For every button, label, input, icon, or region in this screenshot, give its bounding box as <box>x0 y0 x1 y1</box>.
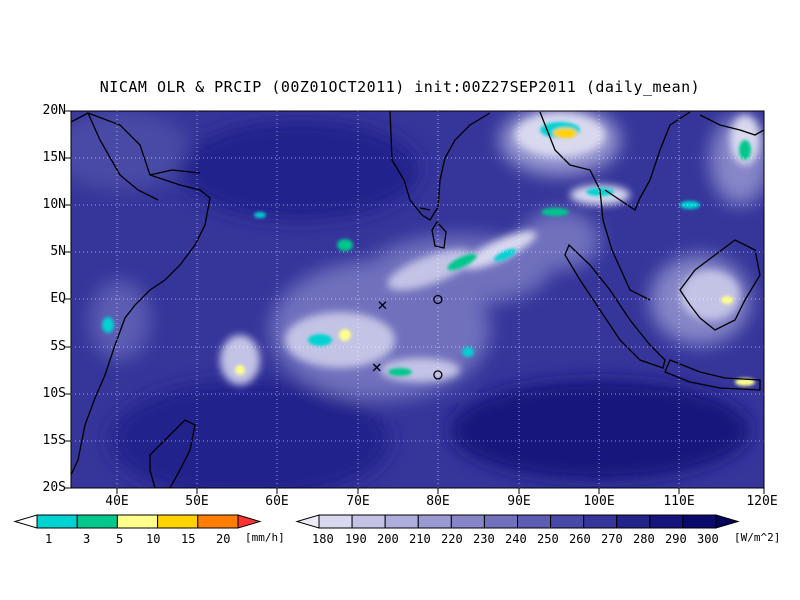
lat-label: 5N <box>50 244 66 259</box>
olr-tick-label: 280 <box>633 532 655 546</box>
colorbar-segment <box>649 514 684 529</box>
olr-tick-label: 260 <box>569 532 591 546</box>
precip-colorbar <box>13 514 262 529</box>
colorbar-segment <box>157 514 199 529</box>
circle-marker <box>433 370 443 380</box>
colorbar-segment <box>417 514 452 529</box>
olr-tick-label: 270 <box>601 532 623 546</box>
axis-ticks <box>65 110 765 494</box>
map-title: NICAM OLR & PRCIP (00Z01OCT2011) init:00… <box>99 78 701 96</box>
lon-label: 50E <box>185 494 209 509</box>
colorbar-segment <box>517 514 552 529</box>
colorbar-segment <box>583 514 618 529</box>
olr-unit: [W/m^2] <box>734 531 781 544</box>
precip-tick-label: 5 <box>116 532 124 546</box>
lon-label: 70E <box>346 494 370 509</box>
colorbar-min-arrow <box>295 514 320 529</box>
olr-colorbar <box>295 514 740 529</box>
lat-label: 15S <box>42 433 66 448</box>
colorbar-segment <box>682 514 717 529</box>
coastlines <box>71 111 764 488</box>
lon-label: 120E <box>746 494 778 509</box>
precip-unit: [mm/h] <box>245 531 285 544</box>
colorbar-segment <box>36 514 78 529</box>
colorbar-max-arrow <box>715 514 740 529</box>
lon-label: 90E <box>507 494 531 509</box>
lat-label: 10S <box>42 386 66 401</box>
colorbar-segment <box>384 514 419 529</box>
precip-tick-label: 15 <box>181 532 196 546</box>
colorbar-segment <box>197 514 239 529</box>
colorbar-segment <box>351 514 386 529</box>
precipitation <box>102 122 755 386</box>
lat-label: EQ <box>50 291 66 306</box>
lat-label: 10N <box>42 197 66 212</box>
graticule <box>71 111 764 488</box>
station-markers <box>372 294 443 380</box>
colorbar-segment <box>450 514 485 529</box>
olr-tick-label: 250 <box>537 532 559 546</box>
colorbar-segment <box>616 514 651 529</box>
colorbar-segment <box>550 514 585 529</box>
olr-tick-label: 220 <box>441 532 463 546</box>
olr-tick-label: 210 <box>409 532 431 546</box>
lon-label: 60E <box>265 494 289 509</box>
colorbar-min-arrow <box>13 514 38 529</box>
lat-label: 20N <box>42 103 66 118</box>
colorbar-segment <box>76 514 118 529</box>
colorbar-segment <box>318 514 353 529</box>
lat-label: 5S <box>50 339 66 354</box>
lon-label: 80E <box>426 494 450 509</box>
colorbar-segment <box>116 514 159 529</box>
lon-label: 40E <box>105 494 129 509</box>
circle-marker <box>433 294 443 305</box>
lon-label: 110E <box>663 494 695 509</box>
map-panel <box>71 111 764 488</box>
olr-tick-label: 300 <box>697 532 719 546</box>
lat-label: 20S <box>42 480 66 495</box>
olr-tick-label: 290 <box>665 532 687 546</box>
x-marker <box>372 363 381 372</box>
olr-tick-label: 200 <box>377 532 399 546</box>
olr-tick-label: 230 <box>473 532 495 546</box>
lon-label: 100E <box>583 494 615 509</box>
x-marker <box>378 301 387 310</box>
lat-label: 15N <box>42 150 66 165</box>
colorbar-max-arrow <box>237 514 262 529</box>
olr-tick-label: 240 <box>505 532 527 546</box>
precip-tick-label: 20 <box>216 532 231 546</box>
olr-tick-label: 190 <box>345 532 367 546</box>
precip-tick-label: 3 <box>83 532 91 546</box>
colorbar-segment <box>483 514 518 529</box>
precip-tick-label: 1 <box>45 532 53 546</box>
olr-tick-label: 180 <box>312 532 334 546</box>
precip-tick-label: 10 <box>146 532 161 546</box>
